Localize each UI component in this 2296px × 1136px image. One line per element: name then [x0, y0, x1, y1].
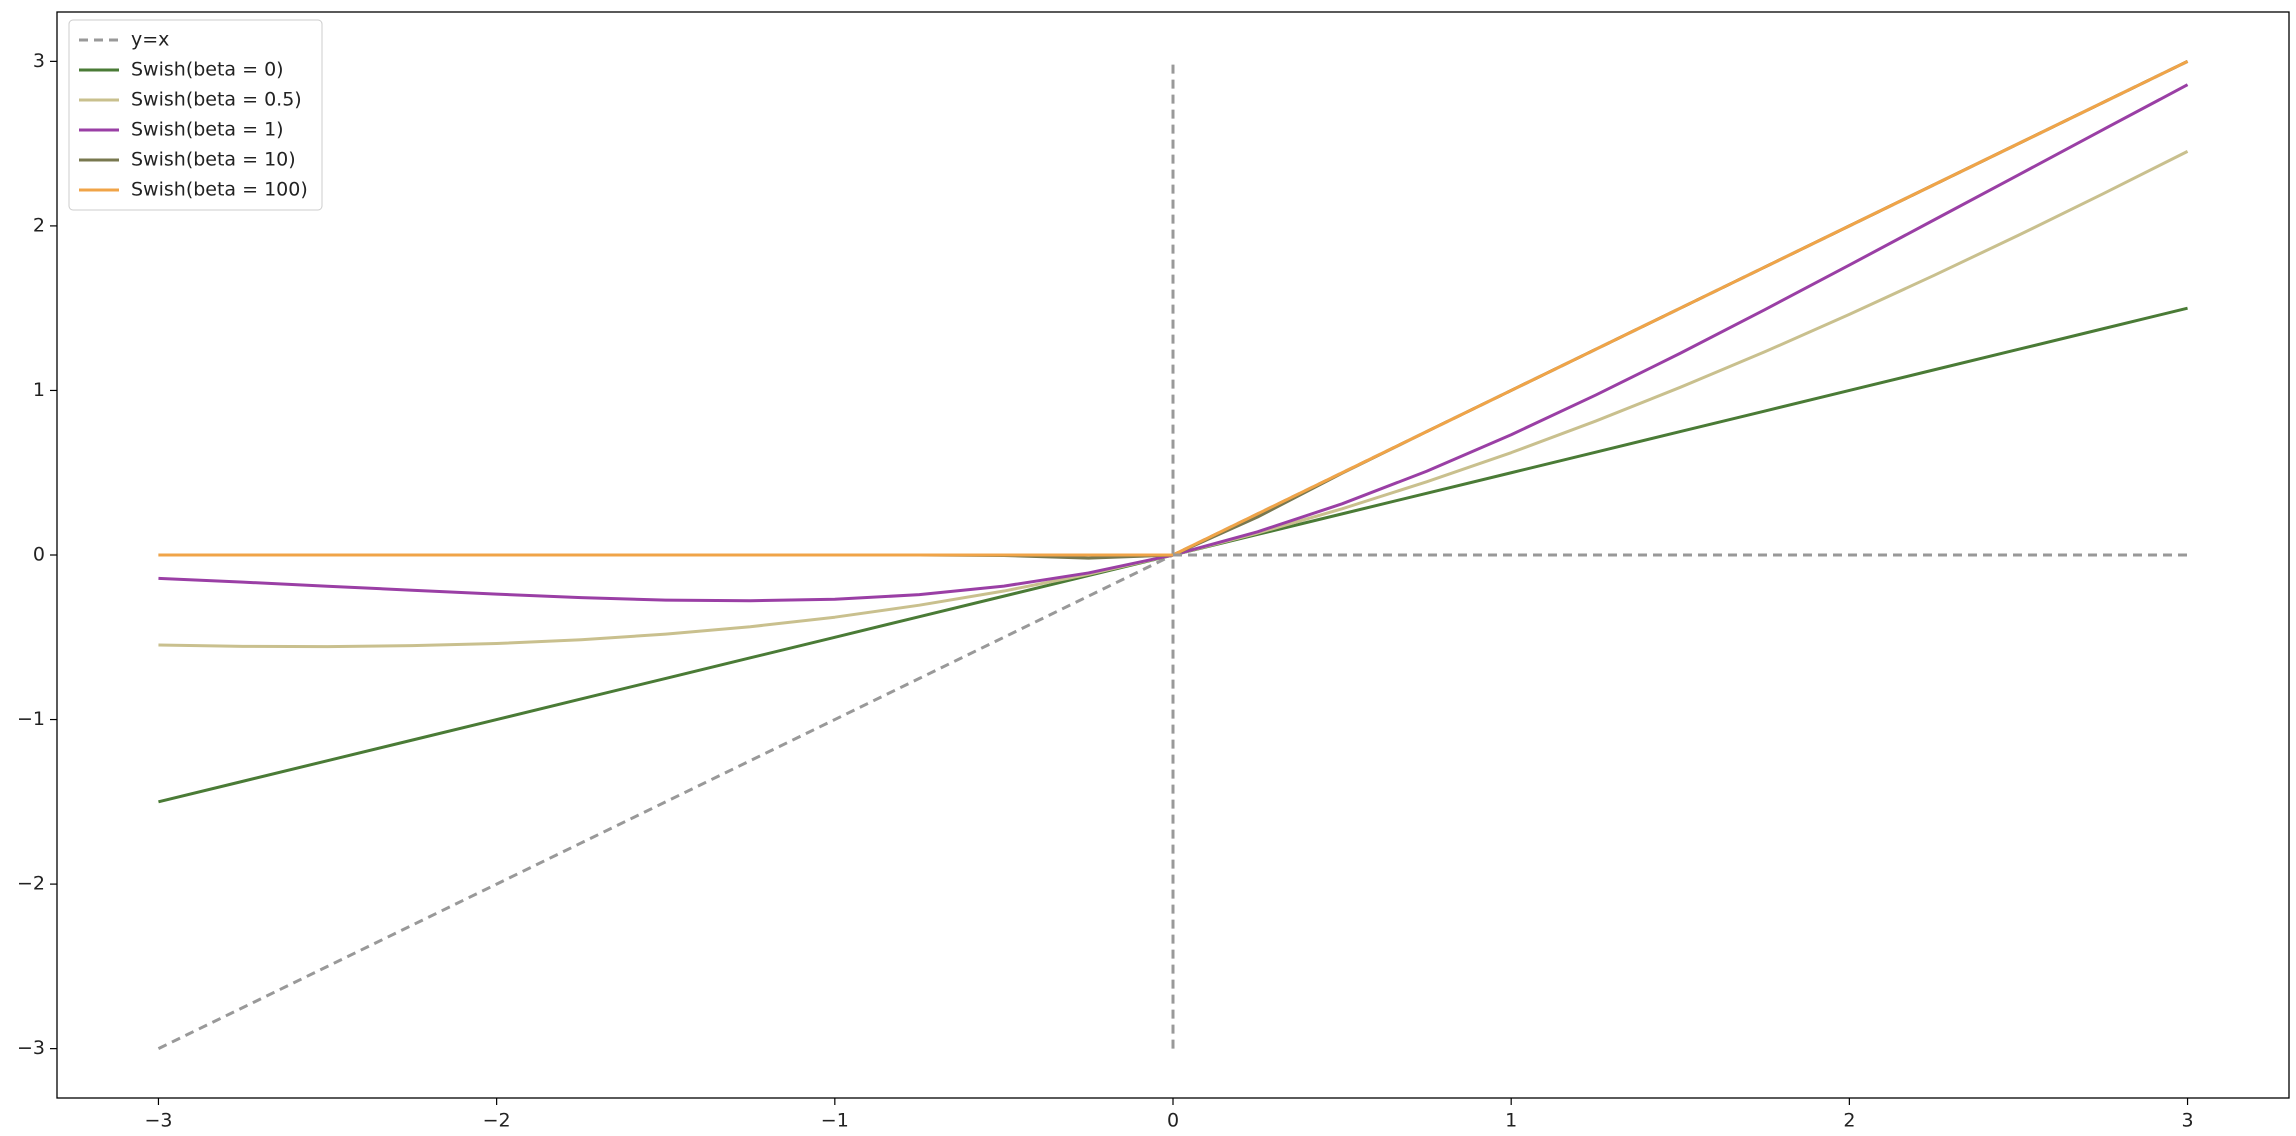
legend: y=x Swish(beta = 0) Swish(beta = 0.5) Swish…: [68, 19, 323, 211]
x-tick-label: −3: [144, 1110, 172, 1132]
x-tick-label: −1: [821, 1110, 849, 1132]
legend-box: [68, 19, 323, 211]
y-tick-label: 0: [33, 544, 45, 566]
x-tick-label: 0: [1167, 1110, 1179, 1132]
legend-label: Swish(beta = 10): [131, 149, 296, 171]
legend-label: y=x: [131, 29, 169, 51]
legend-label: Swish(beta = 100): [131, 179, 308, 201]
axes-frame: [56, 11, 2290, 1099]
y-tick-label: −1: [17, 708, 45, 730]
y-tick-label: −2: [17, 873, 45, 895]
y-tick-label: 2: [33, 214, 45, 236]
x-tick-label: 2: [1843, 1110, 1855, 1132]
y-tick-label: −3: [17, 1037, 45, 1059]
x-tick-label: −2: [483, 1110, 511, 1132]
x-tick-label: 3: [2181, 1110, 2193, 1132]
y-tick-label: 1: [33, 379, 45, 401]
legend-label: Swish(beta = 0.5): [131, 89, 302, 111]
legend-label: Swish(beta = 1): [131, 119, 284, 141]
y-tick-label: 3: [33, 50, 45, 72]
legend-label: Swish(beta = 0): [131, 59, 284, 81]
x-tick-label: 1: [1505, 1110, 1517, 1132]
